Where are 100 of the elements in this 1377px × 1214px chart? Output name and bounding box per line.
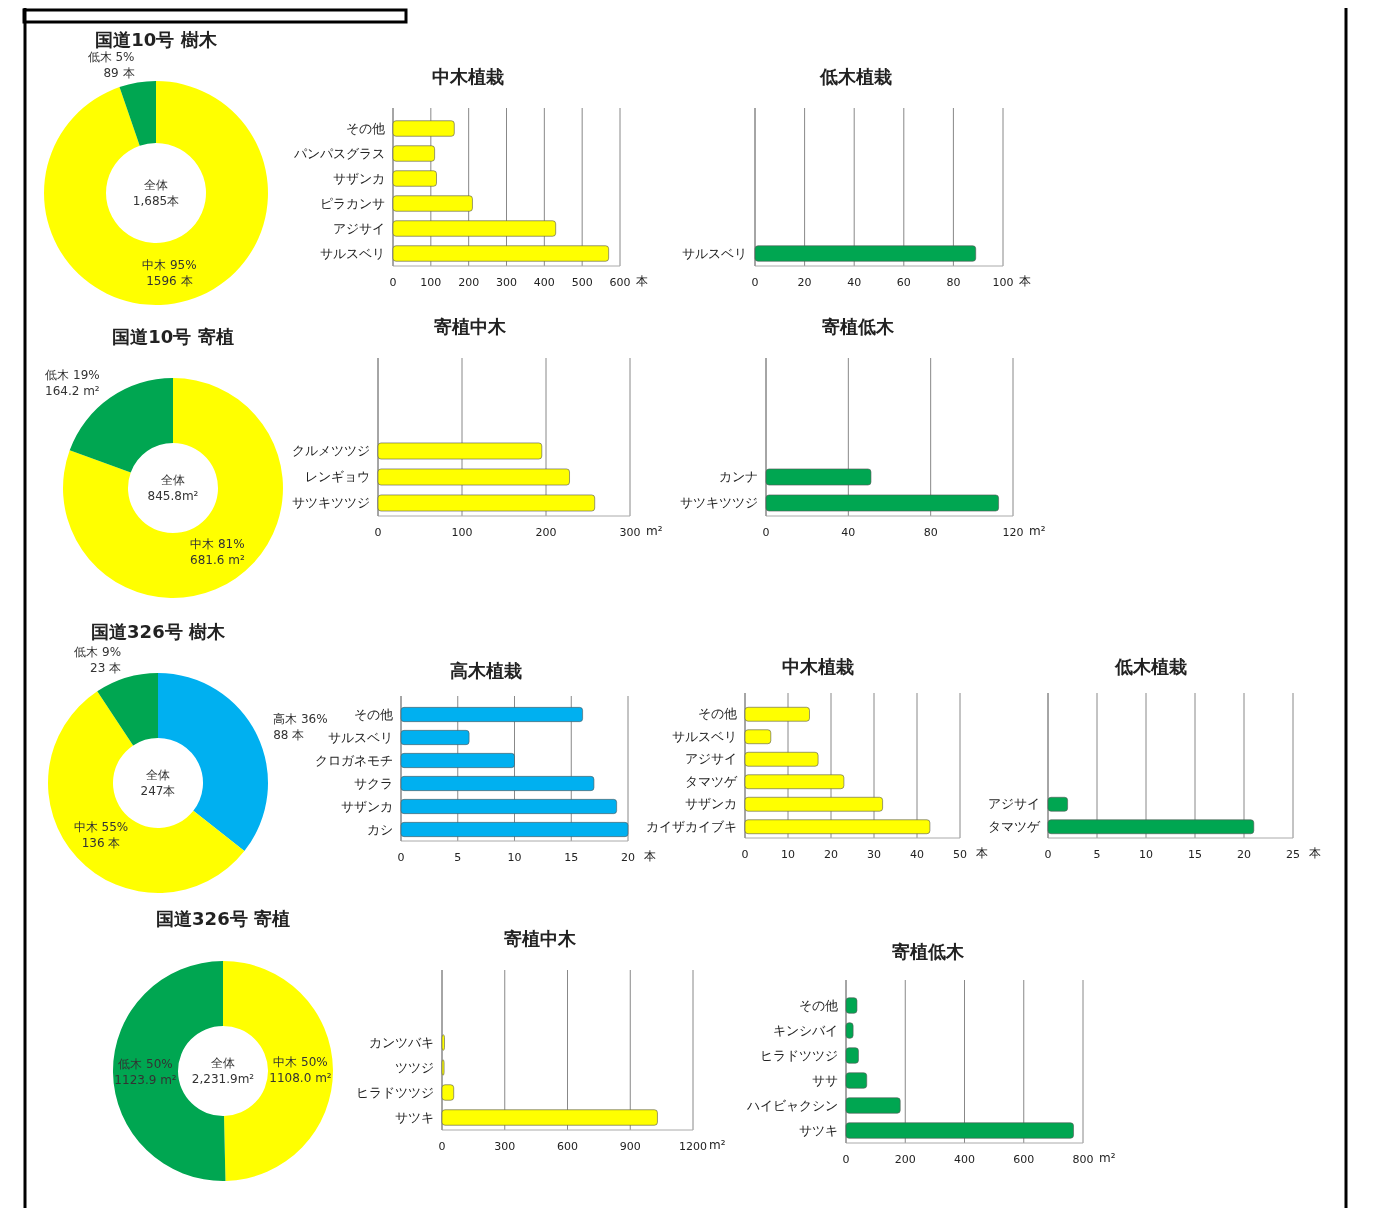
bar bbox=[845, 1097, 901, 1114]
y-tick-label: サクラ bbox=[354, 775, 393, 791]
y-tick-label: キンシバイ bbox=[773, 1022, 838, 1038]
x-tick-label: 20 bbox=[621, 851, 635, 864]
bar bbox=[845, 1022, 854, 1039]
y-tick-label: サザンカ bbox=[685, 796, 737, 812]
x-tick-label: 100 bbox=[992, 276, 1014, 289]
bar bbox=[441, 1034, 445, 1051]
x-tick-label: 600 bbox=[1013, 1153, 1035, 1166]
y-tick-label: ハイビャクシン bbox=[746, 1097, 838, 1113]
bar bbox=[392, 220, 556, 237]
chart-title: 低木植栽 bbox=[1114, 656, 1187, 677]
chart-title: 中木植栽 bbox=[432, 66, 504, 87]
x-tick-label: 40 bbox=[910, 848, 924, 861]
x-axis-title: 本 bbox=[644, 849, 656, 863]
bar bbox=[392, 245, 609, 262]
y-tick-label: サザンカ bbox=[341, 798, 393, 814]
y-tick-label: パンパスグラス bbox=[293, 145, 385, 161]
chart-title: 低木植栽 bbox=[819, 66, 892, 87]
chart-title: 国道10号 寄植 bbox=[112, 326, 234, 347]
y-tick-label: その他 bbox=[346, 120, 385, 136]
y-tick-label: ヒラドツツジ bbox=[760, 1047, 838, 1063]
y-tick-label: ツツジ bbox=[395, 1059, 434, 1075]
slice-label: 低木 19% 164.2 m² bbox=[45, 368, 100, 399]
bar bbox=[392, 170, 437, 187]
x-tick-label: 0 bbox=[751, 276, 759, 289]
x-tick-label: 10 bbox=[1139, 848, 1153, 861]
x-tick-label: 30 bbox=[867, 848, 881, 861]
x-tick-label: 15 bbox=[564, 851, 579, 864]
y-tick-label: カシ bbox=[367, 821, 393, 837]
x-tick-label: 80 bbox=[923, 526, 938, 539]
x-tick-label: 10 bbox=[781, 848, 795, 861]
x-tick-label: 0 bbox=[741, 848, 749, 861]
chart-title: 寄植低木 bbox=[822, 316, 895, 337]
slice-label: 低木 9% 23 本 bbox=[74, 645, 122, 676]
y-tick-label: ピラカンサ bbox=[320, 195, 385, 211]
y-tick-label: サツキツツジ bbox=[680, 495, 758, 510]
y-tick-label: ササ bbox=[812, 1072, 838, 1088]
x-axis-title: m² bbox=[646, 524, 663, 538]
x-tick-label: 120 bbox=[1002, 526, 1024, 539]
slice-label: 中木 55% 136 本 bbox=[73, 820, 129, 851]
chart-title: 中木植栽 bbox=[782, 656, 854, 677]
x-tick-label: 80 bbox=[946, 276, 961, 289]
chart-title: 国道10号 樹木 bbox=[95, 29, 218, 50]
y-tick-label: カンナ bbox=[719, 469, 758, 484]
donut-slice bbox=[44, 81, 268, 305]
x-tick-label: 10 bbox=[507, 851, 522, 864]
text: 全体 845.8m² bbox=[147, 473, 199, 503]
bar bbox=[744, 729, 772, 745]
x-tick-label: 200 bbox=[458, 276, 480, 289]
bar bbox=[441, 1109, 658, 1126]
x-axis-title: m² bbox=[709, 1138, 726, 1152]
x-tick-label: 20 bbox=[824, 848, 838, 861]
bar bbox=[845, 1047, 859, 1064]
bar bbox=[400, 707, 583, 722]
donut-slice bbox=[48, 691, 245, 893]
y-tick-label: その他 bbox=[698, 706, 737, 722]
x-tick-label: 5 bbox=[1093, 848, 1101, 861]
chart-title: 寄植中木 bbox=[434, 316, 507, 337]
bar bbox=[744, 819, 931, 835]
y-tick-label: レンギョウ bbox=[305, 469, 370, 484]
bar bbox=[377, 468, 570, 486]
bar bbox=[744, 706, 810, 722]
x-tick-label: 400 bbox=[533, 276, 555, 289]
y-tick-label: サツキ bbox=[395, 1109, 434, 1125]
x-tick-label: 20 bbox=[1237, 848, 1251, 861]
y-tick-label: タマツゲ bbox=[685, 773, 738, 789]
chart-title: 寄植中木 bbox=[504, 928, 577, 949]
bar bbox=[377, 494, 596, 512]
x-tick-label: 0 bbox=[374, 526, 382, 539]
x-tick-label: 0 bbox=[438, 1140, 446, 1153]
chart-title: 寄植低木 bbox=[892, 941, 965, 962]
x-tick-label: 100 bbox=[420, 276, 442, 289]
donut-slice bbox=[119, 81, 156, 146]
bar bbox=[400, 730, 470, 745]
bar bbox=[845, 1072, 868, 1089]
bar bbox=[845, 1122, 1074, 1139]
slice-label: 中木 95% 1596 本 bbox=[142, 257, 197, 288]
text: 全体 1,685本 bbox=[132, 178, 180, 208]
text: 全体 247本 bbox=[140, 768, 176, 798]
x-tick-label: 0 bbox=[842, 1153, 850, 1166]
bar bbox=[400, 753, 515, 768]
slice-label: 低木 5% 89 本 bbox=[87, 49, 135, 80]
x-tick-label: 800 bbox=[1072, 1153, 1094, 1166]
y-tick-label: その他 bbox=[799, 997, 838, 1013]
y-tick-label: サルスベリ bbox=[328, 729, 393, 745]
bar bbox=[400, 776, 595, 791]
chart-title: 高木植栽 bbox=[450, 660, 522, 681]
x-tick-label: 0 bbox=[397, 851, 405, 864]
x-axis-title: 本 bbox=[976, 846, 988, 860]
y-tick-label: ヒラドツツジ bbox=[356, 1084, 434, 1100]
x-tick-label: 400 bbox=[954, 1153, 975, 1166]
x-tick-label: 40 bbox=[841, 526, 856, 539]
x-axis-title: 本 bbox=[1309, 846, 1321, 860]
slice-label: 低木 50% 1123.9 m² bbox=[114, 1056, 177, 1087]
x-tick-label: 300 bbox=[494, 1140, 516, 1153]
x-tick-label: 0 bbox=[389, 276, 397, 289]
x-axis-title: 本 bbox=[1019, 274, 1031, 288]
x-tick-label: 25 bbox=[1286, 848, 1300, 861]
x-tick-label: 200 bbox=[535, 526, 557, 539]
